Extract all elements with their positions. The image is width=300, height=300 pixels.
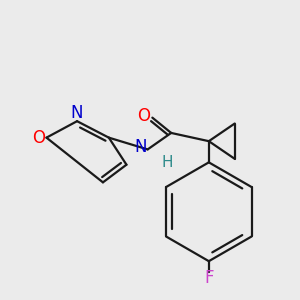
- Text: O: O: [138, 107, 151, 125]
- Text: N: N: [134, 138, 146, 156]
- Text: N: N: [71, 104, 83, 122]
- Text: O: O: [32, 129, 45, 147]
- Text: H: H: [162, 155, 173, 170]
- Text: F: F: [204, 268, 214, 286]
